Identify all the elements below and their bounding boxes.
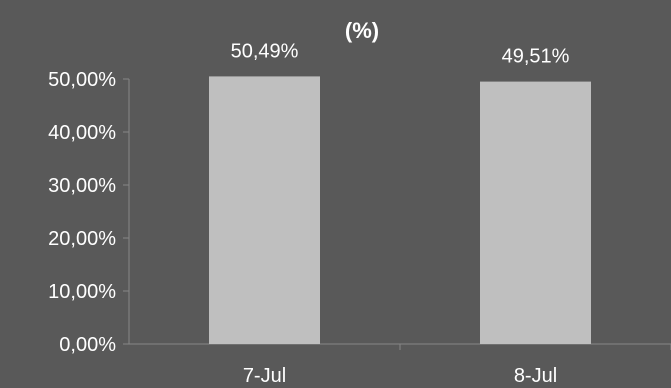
y-tick-label: 0,00% [59, 334, 116, 356]
plot-area: 0,00% 10,00% 20,00% 30,00% 40,00% 50,00% 50,49… [48, 40, 671, 387]
bar [480, 81, 591, 345]
chart-title: (%) [345, 18, 379, 43]
y-tick-label: 40,00% [48, 122, 116, 144]
y-tick-label: 10,00% [48, 281, 116, 303]
y-tick-label: 20,00% [48, 228, 116, 250]
x-tick-label: 7-Jul [243, 365, 286, 387]
data-label: 50,49% [231, 40, 299, 62]
x-tick-label: 8-Jul [514, 365, 557, 387]
bar [209, 76, 320, 344]
y-tick-label: 50,00% [48, 69, 116, 91]
data-label: 49,51% [502, 46, 570, 68]
y-tick-label: 30,00% [48, 175, 116, 197]
